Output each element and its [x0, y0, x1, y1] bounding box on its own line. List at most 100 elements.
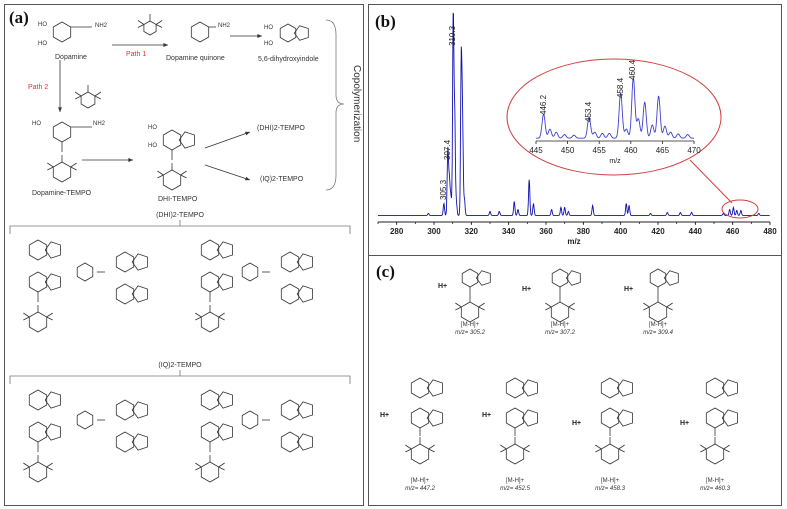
- benzene-ring: [600, 377, 620, 399]
- methyl: [195, 312, 202, 318]
- mz-value: m/z= 447.2: [405, 486, 435, 492]
- benzene-ring: [705, 377, 725, 399]
- benzene-ring: [115, 399, 135, 421]
- panel-c: [368, 255, 782, 506]
- pyrrole-ring: [216, 391, 233, 409]
- dhi-ho-1: HO: [264, 25, 273, 31]
- pyrrole-ring: [475, 270, 491, 286]
- pyrrole-ring: [616, 379, 633, 397]
- methyl: [666, 302, 673, 308]
- tempo-ring: [600, 443, 620, 465]
- benzene-ring: [505, 407, 525, 429]
- tempo-ring: [648, 301, 668, 323]
- methyl: [643, 302, 650, 308]
- pyrrole-ring: [296, 253, 313, 271]
- ion-formula: [M-H]+: [460, 322, 480, 328]
- inset-x-axis-label: m/z: [609, 158, 621, 165]
- methyl: [46, 312, 53, 318]
- mz-value: m/z= 460.3: [700, 486, 730, 492]
- tempo-ring: [76, 262, 94, 282]
- methyl: [455, 306, 462, 311]
- methyl: [523, 448, 530, 453]
- methyl: [500, 444, 507, 450]
- tempo-ring: [76, 410, 94, 430]
- pyrrole-ring: [293, 25, 309, 41]
- methyl: [523, 444, 530, 450]
- x-tick-label: 340: [501, 227, 516, 236]
- methyl: [46, 462, 53, 468]
- benzene-ring: [410, 377, 430, 399]
- benzene-ring: [115, 431, 135, 453]
- pyrrole-ring: [296, 285, 313, 303]
- methyl: [195, 466, 202, 471]
- methyl: [195, 316, 202, 321]
- inset-peak-label: 453.4: [584, 101, 594, 122]
- dhi-name: 5,6-dihydroxyindole: [258, 56, 319, 63]
- pyrrole-ring: [296, 401, 313, 419]
- reaction-arrow: [204, 164, 251, 181]
- dhi-tempo-name: DHI-TEMPO: [158, 196, 198, 203]
- pyrrole-ring: [131, 253, 148, 271]
- tempo-ring: [52, 161, 72, 183]
- tempo-ring: [410, 443, 430, 465]
- path1-label: Path 1: [126, 51, 147, 58]
- x-tick-label: 360: [539, 227, 553, 236]
- arrow-head: [128, 158, 133, 162]
- ion-formula: [M-H]+: [600, 478, 620, 484]
- tempo-ring: [200, 311, 220, 333]
- methyl: [47, 166, 54, 171]
- benzene-ring: [280, 399, 300, 421]
- methyl: [157, 170, 164, 176]
- tempo-ring: [241, 410, 259, 430]
- methyl: [545, 302, 552, 308]
- pyrrole-ring: [44, 391, 61, 409]
- methyl: [137, 20, 145, 25]
- mz-value: m/z= 305.2: [455, 330, 485, 336]
- methyl: [545, 306, 552, 311]
- methyl: [700, 448, 707, 453]
- pyrrole-ring: [216, 423, 233, 441]
- methyl: [428, 444, 435, 450]
- mz-value: m/z= 309.4: [643, 330, 673, 336]
- benzene-ring: [115, 283, 135, 305]
- ion-formula: [M-H]+: [505, 478, 525, 484]
- tempo-ring: [28, 461, 48, 483]
- dopamine-tempo-name: Dopamine-TEMPO: [32, 190, 92, 197]
- methyl: [568, 306, 575, 311]
- methyl: [46, 466, 53, 471]
- tempo-ring: [505, 443, 525, 465]
- inset-tick-label: 465: [655, 146, 670, 155]
- methyl: [700, 444, 707, 450]
- x-tick-label: 440: [688, 227, 703, 236]
- arrow-head: [257, 34, 262, 38]
- benzene-ring: [410, 407, 430, 429]
- x-tick-label: 420: [651, 227, 665, 236]
- x-tick-label: 380: [576, 227, 591, 236]
- benzene-ring: [28, 271, 48, 293]
- benzene-ring: [28, 389, 48, 411]
- path2-label: Path 2: [28, 84, 49, 91]
- methyl: [666, 306, 673, 311]
- methyl: [478, 302, 485, 308]
- mz-value: m/z= 452.5: [500, 486, 530, 492]
- dhi-ho-2: HO: [264, 41, 273, 47]
- copolymerization-label: Copolymerization: [351, 65, 362, 143]
- dopamine-ho-1: HO: [38, 22, 47, 28]
- mz-value: m/z= 307.2: [545, 330, 575, 336]
- methyl: [405, 444, 412, 450]
- methyl: [23, 466, 30, 471]
- quinone-nh2: NH2: [218, 23, 231, 29]
- pyrrole-ring: [565, 270, 581, 286]
- panel-a-label: (a): [9, 8, 29, 27]
- methyl: [428, 448, 435, 453]
- methyl: [74, 91, 82, 97]
- pyrrole-ring: [178, 131, 195, 149]
- panel-c-label: (c): [376, 262, 395, 281]
- product-iq2-tempo: (IQ)2-TEMPO: [260, 176, 304, 183]
- benzene-ring: [28, 239, 48, 261]
- copolymerization-brace: [325, 19, 345, 191]
- proton-label: H+: [438, 283, 448, 290]
- methyl: [618, 444, 625, 450]
- x-tick-label: 300: [427, 227, 441, 236]
- arrow-head: [163, 43, 168, 47]
